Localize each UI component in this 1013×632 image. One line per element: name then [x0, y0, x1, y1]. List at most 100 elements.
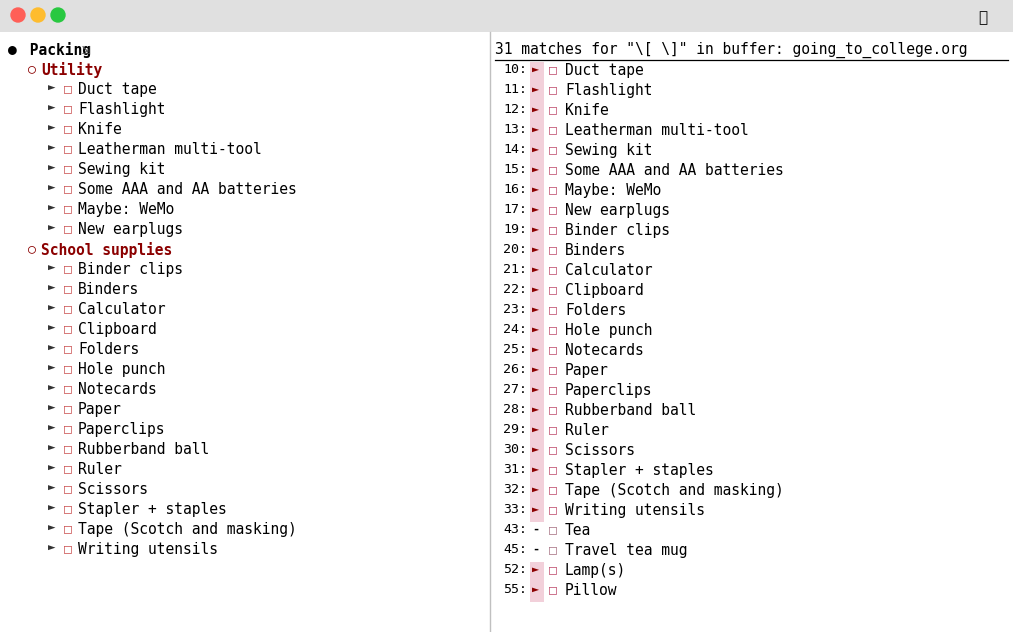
Bar — [530, 302, 544, 322]
Bar — [530, 442, 544, 462]
Bar — [530, 582, 544, 602]
Text: Hole punch: Hole punch — [78, 362, 165, 377]
Text: □: □ — [64, 222, 72, 235]
Bar — [530, 422, 544, 442]
Text: Sewing kit: Sewing kit — [78, 162, 165, 177]
Text: ►: ► — [532, 403, 539, 416]
Text: 30:: 30: — [503, 443, 527, 456]
Text: □: □ — [549, 283, 557, 296]
Text: □: □ — [549, 323, 557, 336]
Bar — [530, 242, 544, 262]
Text: Flashlight: Flashlight — [78, 102, 165, 117]
Text: □: □ — [64, 382, 72, 395]
Text: □: □ — [64, 142, 72, 155]
Text: □: □ — [64, 162, 72, 175]
Text: Hole punch: Hole punch — [565, 323, 652, 338]
Text: School supplies: School supplies — [41, 242, 172, 258]
Text: 31 matches for "\[ \]" in buffer: going_to_college.org: 31 matches for "\[ \]" in buffer: going_… — [495, 42, 967, 58]
Text: □: □ — [64, 102, 72, 115]
Text: □: □ — [64, 182, 72, 195]
Text: □: □ — [549, 523, 557, 536]
Text: Clipboard: Clipboard — [565, 283, 643, 298]
Text: Rubberband ball: Rubberband ball — [78, 442, 210, 457]
Bar — [530, 342, 544, 362]
Text: ►: ► — [48, 162, 56, 175]
Text: ►: ► — [532, 203, 539, 216]
Text: □: □ — [64, 82, 72, 95]
Text: □: □ — [64, 502, 72, 515]
Text: □: □ — [64, 482, 72, 495]
Text: 13:: 13: — [503, 123, 527, 136]
Text: 16:: 16: — [503, 183, 527, 196]
Text: ►: ► — [48, 122, 56, 135]
Text: Notecards: Notecards — [565, 343, 643, 358]
Text: -: - — [532, 543, 539, 556]
Text: Flashlight: Flashlight — [565, 83, 652, 98]
Text: ►: ► — [532, 283, 539, 296]
Text: ►: ► — [48, 462, 56, 475]
Text: ►: ► — [532, 83, 539, 96]
Text: Scissors: Scissors — [565, 443, 635, 458]
Text: ○: ○ — [28, 62, 36, 75]
Bar — [530, 102, 544, 122]
Text: 27:: 27: — [503, 383, 527, 396]
Text: Stapler + staples: Stapler + staples — [565, 463, 714, 478]
Text: ⇲: ⇲ — [73, 42, 90, 57]
Text: □: □ — [549, 223, 557, 236]
Bar — [530, 562, 544, 582]
Text: ►: ► — [532, 383, 539, 396]
Text: ●: ● — [8, 42, 17, 57]
Text: Folders: Folders — [565, 303, 626, 318]
Text: □: □ — [64, 362, 72, 375]
Text: Rubberband ball: Rubberband ball — [565, 403, 696, 418]
Text: ►: ► — [532, 223, 539, 236]
Text: Ruler: Ruler — [78, 462, 122, 477]
Text: 28:: 28: — [503, 403, 527, 416]
Text: ►: ► — [48, 82, 56, 95]
Text: ►: ► — [532, 503, 539, 516]
Text: □: □ — [549, 143, 557, 156]
Text: □: □ — [549, 483, 557, 496]
Bar — [530, 482, 544, 502]
Text: ►: ► — [48, 182, 56, 195]
Text: 31:: 31: — [503, 463, 527, 476]
Text: 21:: 21: — [503, 263, 527, 276]
Text: 52:: 52: — [503, 563, 527, 576]
Text: ►: ► — [532, 183, 539, 196]
Text: □: □ — [64, 522, 72, 535]
Bar — [530, 402, 544, 422]
Text: □: □ — [64, 282, 72, 295]
Text: □: □ — [549, 583, 557, 596]
Text: □: □ — [64, 302, 72, 315]
Text: ►: ► — [532, 263, 539, 276]
Text: ►: ► — [532, 163, 539, 176]
Text: ►: ► — [48, 142, 56, 155]
Text: □: □ — [64, 542, 72, 555]
Text: □: □ — [549, 403, 557, 416]
Text: Binders: Binders — [565, 243, 626, 258]
Text: Clipboard: Clipboard — [78, 322, 157, 337]
Text: Binder clips: Binder clips — [565, 223, 670, 238]
Text: Utility: Utility — [41, 62, 102, 78]
Text: Sewing kit: Sewing kit — [565, 143, 652, 158]
Text: Tea: Tea — [565, 523, 592, 538]
Text: ►: ► — [532, 323, 539, 336]
Text: Calculator: Calculator — [78, 302, 165, 317]
Text: □: □ — [549, 543, 557, 556]
Text: ►: ► — [48, 422, 56, 435]
Text: ►: ► — [532, 143, 539, 156]
Text: □: □ — [549, 63, 557, 76]
Text: Knife: Knife — [78, 122, 122, 137]
Text: Notecards: Notecards — [78, 382, 157, 397]
Text: New earplugs: New earplugs — [78, 222, 183, 237]
Text: Tape (Scotch and masking): Tape (Scotch and masking) — [78, 522, 297, 537]
Text: □: □ — [549, 443, 557, 456]
Text: ►: ► — [48, 442, 56, 455]
Text: ►: ► — [532, 463, 539, 476]
Text: Paper: Paper — [78, 402, 122, 417]
Text: ►: ► — [48, 382, 56, 395]
Text: 45:: 45: — [503, 543, 527, 556]
Text: □: □ — [549, 563, 557, 576]
Text: □: □ — [64, 462, 72, 475]
Text: 43:: 43: — [503, 523, 527, 536]
